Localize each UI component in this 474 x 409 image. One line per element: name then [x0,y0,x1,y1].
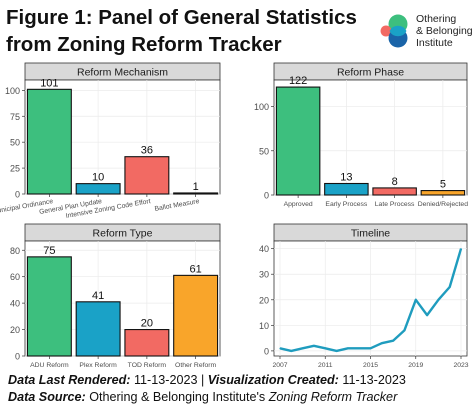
figure-title: Figure 1: Panel of General Statistics fr… [6,4,357,58]
chart1-title: Reform Mechanism [77,67,168,79]
chart3-value-label-3: 20 [141,318,153,330]
chart3-category-label-1: ADU Reform [30,362,69,369]
chart3-category-label-3: TOD Reform [128,362,167,369]
footer-separator: | [200,373,205,387]
chart4-point-2021 [437,299,439,301]
chart3-ytick-label-3: 60 [10,272,20,282]
chart2-bar-3 [372,187,417,196]
chart4-point-2009 [302,347,304,349]
chart3-value-label-1: 75 [43,245,55,257]
chart3-ytick-label-2: 40 [10,299,20,309]
chart4-point-2020 [426,314,428,316]
chart4-point-2016 [381,342,383,344]
chart1-ytick-label-2: 50 [10,138,20,148]
chart1-ytick-label-1: 25 [10,164,20,174]
chart2-value-label-1: 122 [289,75,307,87]
chart4-point-2018 [403,329,406,332]
chart4-xtick-label-2: 2015 [363,362,378,369]
logo-circle-red [380,25,392,37]
org-name-line1: Othering [416,13,457,25]
source-label: Data Source: [8,390,86,404]
obi-logo-icon [380,14,408,48]
chart4-xtick-label-3: 2019 [408,362,423,369]
chart1-bar-3 [124,156,170,195]
chart3-ytick-label-4: 80 [10,246,20,256]
chart2-value-label-2: 13 [340,172,352,184]
chart4-point-2007 [279,347,281,349]
figure-title-line1: Figure 1: Panel of General Statistics [6,6,357,29]
chart3-title: Reform Type [93,228,153,240]
chart2-value-label-3: 8 [392,176,398,188]
chart3-ytick-label-1: 20 [10,325,20,335]
chart4-point-2008 [290,350,292,352]
chart2-bar-1 [275,86,321,196]
chart4-point-2022 [449,286,451,288]
chart4-point-2012 [335,350,338,352]
org-name-line3: Institute [416,37,453,49]
chart2-title: Reform Phase [337,67,404,79]
footer: Data Last Rendered: 11-13-2023 | Visuali… [8,372,406,406]
rendered-value: 11-13-2023 [133,373,198,387]
chart2-category-label-3: Late Process [375,201,415,208]
logo-overlap [389,25,407,37]
chart4-xtick-label-4: 2023 [453,362,468,369]
chart2-ytick-label-1: 50 [259,146,269,156]
chart4-point-2019 [415,299,417,301]
chart2-ytick-label-0: 0 [264,191,269,201]
chart4-xtick-label-0: 2007 [272,362,287,369]
chart3-value-label-2: 41 [92,290,104,302]
chart4-point-2017 [392,340,394,342]
chart3-category-label-4: Other Reform [175,362,217,369]
created-label: Visualization Created: [207,373,339,387]
chart4-ytick-label-4: 40 [259,244,269,254]
org-name-line2: & Belonging [416,25,473,37]
chart4-ytick-label-3: 30 [259,270,269,280]
chart1-value-label-4: 1 [193,181,199,193]
chart2-bar-2 [324,182,369,196]
chart3-value-label-4: 61 [190,263,202,275]
chart1-value-label-3: 36 [141,145,153,157]
source-prefix: Othering & Belonging Institute's [89,390,266,404]
chart3-bar-1 [26,256,72,357]
chart4-point-2013 [347,347,349,349]
chart1-category-label-4: Ballot Measure [154,198,200,213]
chart1-value-label-1: 101 [40,77,58,89]
chart1-bar-4 [173,192,219,195]
chart2-value-label-4: 5 [440,179,446,191]
chart3-category-label-2: Plex Reform [79,362,117,369]
chart4-title: Timeline [351,228,390,240]
chart4-ytick-label-0: 0 [264,346,269,356]
chart4-point-2015 [369,347,372,349]
chart2-category-label-4: Denied/Rejected [418,201,468,208]
chart4-point-2011 [324,347,326,349]
rendered-label: Data Last Rendered: [8,373,131,387]
chart4-ytick-label-2: 20 [259,295,269,305]
chart3-bar-2 [75,301,121,357]
chart1-ytick-label-4: 100 [5,86,20,96]
created-value: 11-13-2023 [342,373,406,387]
chart2-ytick-label-2: 100 [254,102,269,112]
chart1-ytick-label-0: 0 [15,190,20,200]
figure-title-line2: from Zoning Reform Tracker [6,33,282,56]
chart3-bar-4 [173,274,219,357]
chart1-value-label-2: 10 [92,172,104,184]
org-name: Othering & Belonging Institute [416,13,473,49]
chart2-bar-4 [420,190,466,196]
source-name: Zoning Reform Tracker [268,390,398,404]
chart2-category-label-1: Approved [284,201,313,208]
footer-line1: Data Last Rendered: 11-13-2023 | Visuali… [8,372,406,389]
chart1-ytick-label-3: 75 [10,112,20,122]
footer-line2: Data Source: Othering & Belonging Instit… [8,389,406,406]
chart4-point-2014 [358,347,360,349]
chart3-bar-3 [124,329,170,357]
chart3-ytick-label-0: 0 [15,352,20,362]
chart2-category-label-2: Early Process [325,201,368,208]
chart1-bar-1 [26,88,72,195]
chart4-ytick-label-1: 10 [259,321,269,331]
chart1-bar-2 [75,183,121,195]
chart4-xtick-label-1: 2011 [318,362,333,369]
chart4-point-2010 [313,345,315,347]
chart4-point-2023 [460,248,462,250]
